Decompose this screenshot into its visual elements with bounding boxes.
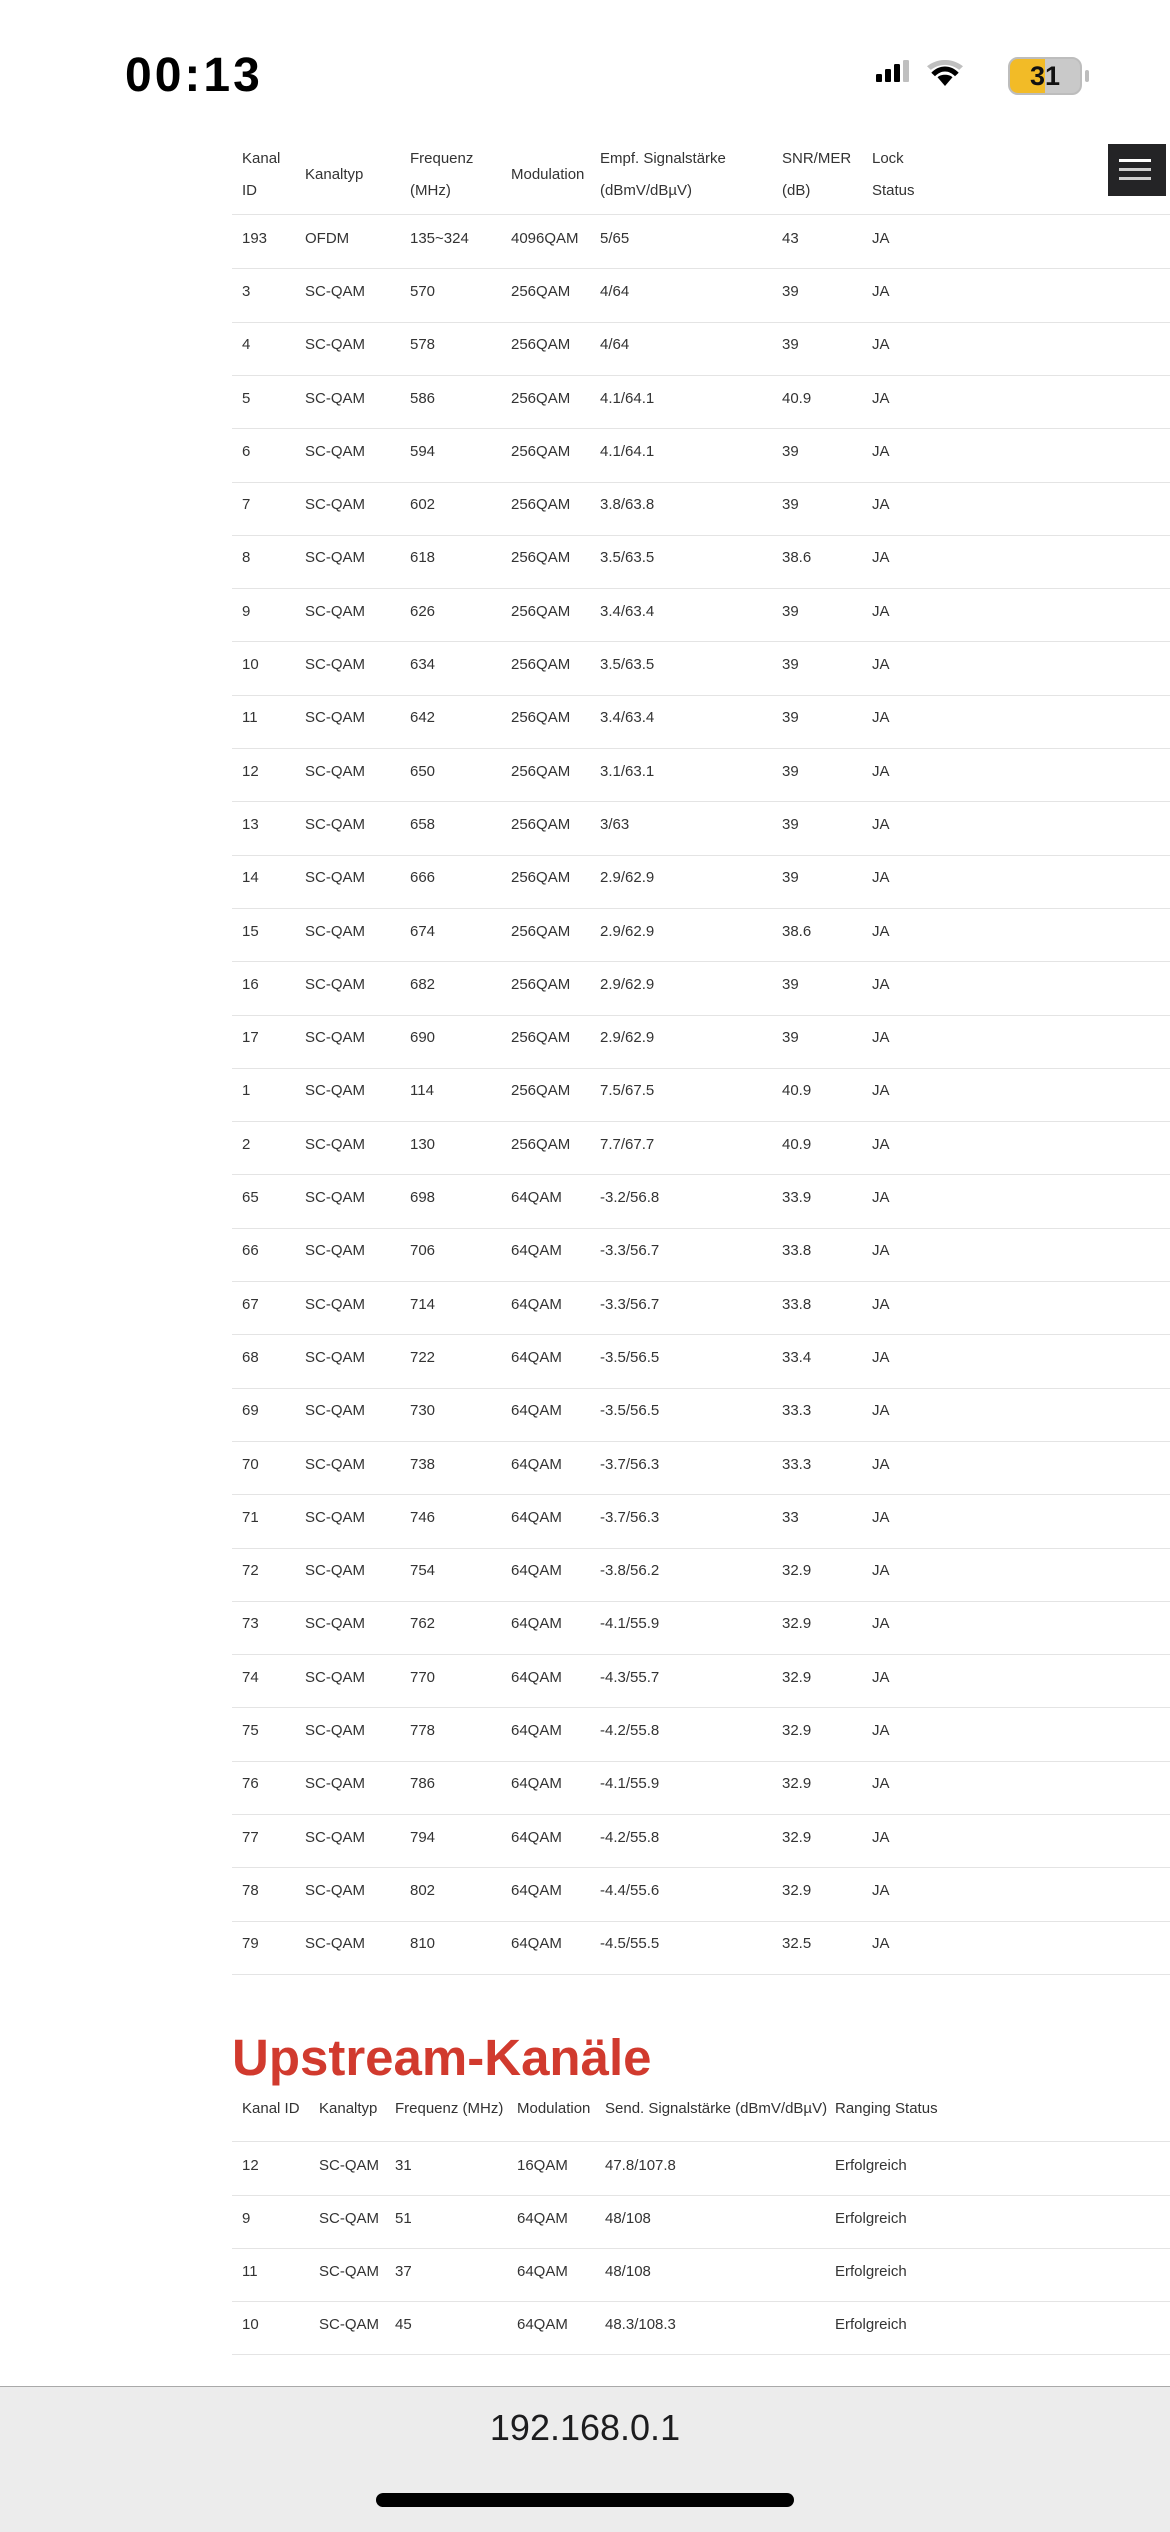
svg-text:31: 31 xyxy=(1030,61,1060,91)
